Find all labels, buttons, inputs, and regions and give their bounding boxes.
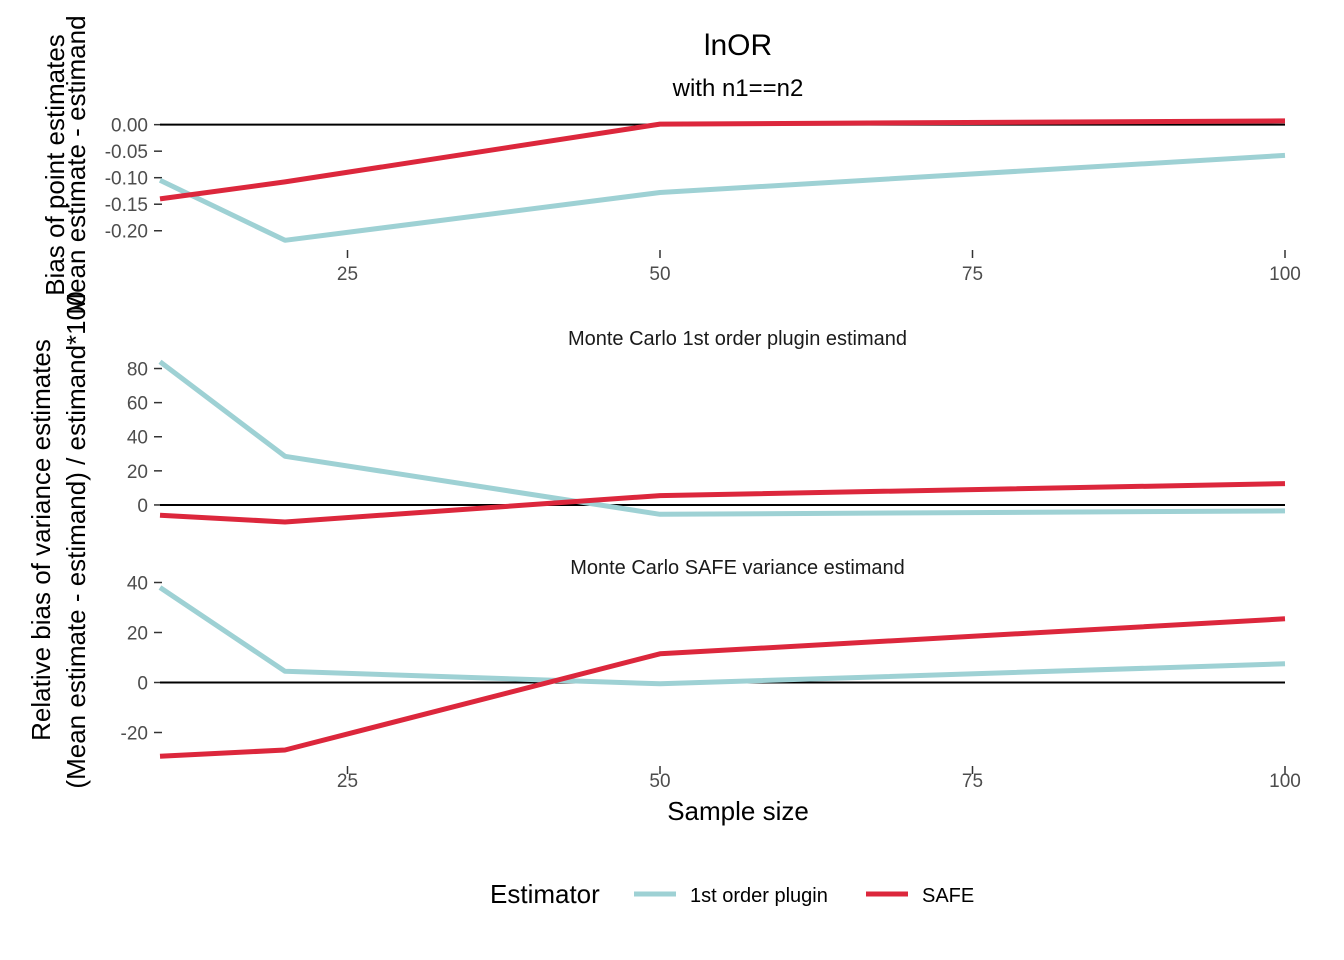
y-label-top-line2: Mean estimate - estimand: [61, 15, 91, 314]
y-label-top-line1: Bias of point estimates: [40, 34, 70, 296]
y-tick-label: 20: [127, 624, 148, 645]
series-line-safe: [159, 118, 1286, 202]
x-tick-label: 50: [649, 771, 670, 792]
panel-variance-bias-plugin: Monte Carlo 1st order plugin estimand 80 6…: [127, 328, 1286, 525]
y-tick-label: 0: [137, 674, 148, 695]
y-tick-label: -0.20: [105, 222, 148, 243]
legend-label-plugin: 1st order plugin: [690, 885, 828, 907]
x-axis-label: Sample size: [667, 796, 809, 826]
series-line-1st-order-plugin: [158, 152, 1286, 243]
y-axis-label-bottom: Relative bias of variance estimates (Mea…: [26, 291, 91, 788]
y-tick-label: 80: [127, 360, 148, 381]
chart-subtitle: with n1==n2: [672, 75, 804, 102]
y-tick-label: -0.15: [105, 195, 148, 216]
y-tick-label: 0: [137, 496, 148, 517]
x-tick-label: 50: [649, 264, 670, 285]
series-line-1st-order-plugin: [158, 585, 1286, 687]
panel-strip-label: Monte Carlo SAFE variance estimand: [570, 557, 905, 579]
series-line-1st-order-plugin: [158, 359, 1286, 517]
x-tick-label: 75: [962, 771, 983, 792]
panel-strip-label: Monte Carlo 1st order plugin estimand: [568, 328, 907, 350]
y-axis-label-top: Bias of point estimates Mean estimate - …: [40, 15, 91, 314]
y-label-bottom-line1: Relative bias of variance estimates: [26, 339, 56, 741]
y-tick-label: 40: [127, 428, 148, 449]
y-tick-label: -0.05: [105, 142, 148, 163]
chart-title: lnOR: [704, 29, 772, 62]
series-line-safe: [159, 481, 1286, 525]
panel-variance-bias-safe: Monte Carlo SAFE variance estimand 40 20 0 -…: [121, 557, 1301, 792]
legend-label-safe: SAFE: [922, 885, 974, 907]
x-tick-label: 25: [337, 771, 358, 792]
legend-title: Estimator: [490, 879, 600, 909]
x-tick-label: 25: [337, 264, 358, 285]
y-tick-label: 0.00: [111, 116, 148, 137]
y-tick-label: 20: [127, 462, 148, 483]
legend: Estimator 1st order plugin SAFE: [490, 879, 974, 909]
x-tick-label: 75: [962, 264, 983, 285]
panel-point-bias: 0.00 -0.05 -0.10 -0.15 -0.20 25 50 75 100: [105, 116, 1301, 285]
y-tick-label: 60: [127, 394, 148, 415]
series-line-safe: [159, 616, 1286, 759]
y-tick-label: -0.10: [105, 169, 148, 190]
y-label-bottom-line2: (Mean estimate - estimand) / estimand*10…: [61, 291, 91, 788]
x-tick-label: 100: [1269, 264, 1301, 285]
y-tick-label: -20: [121, 724, 148, 745]
y-tick-label: 40: [127, 574, 148, 595]
x-tick-label: 100: [1269, 771, 1301, 792]
